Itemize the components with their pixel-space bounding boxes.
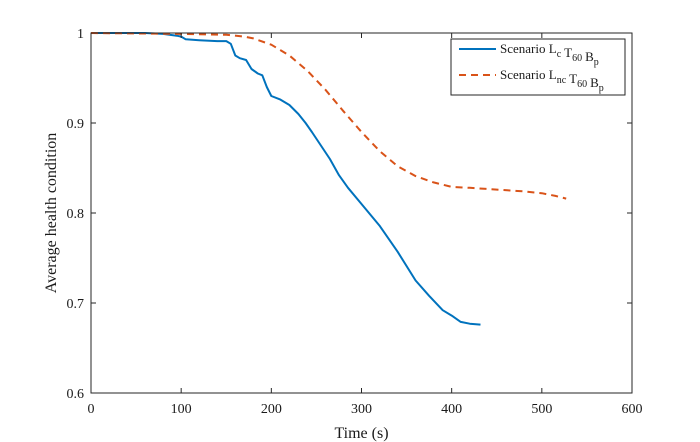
legend-label-2: Scenario Lnc T60 Bp <box>500 67 604 94</box>
series-line-2 <box>90 32 567 200</box>
x-tick-label: 500 <box>531 402 552 417</box>
legend-label-1: Scenario Lc T60 Bp <box>500 41 599 68</box>
y-tick-label: 0.7 <box>67 297 85 312</box>
series-layer <box>90 32 567 326</box>
ticks-layer: 0 100 200 300 400 500 600 0.6 0.7 0.8 0.9 1 <box>67 27 643 417</box>
y-tick-label: 0.8 <box>67 207 85 222</box>
x-axis-title: Time (s) <box>334 425 388 442</box>
x-tick-label: 600 <box>622 402 643 417</box>
y-tick-label: 1 <box>77 27 84 42</box>
y-tick-label: 0.6 <box>67 387 85 402</box>
x-tick-label: 200 <box>261 402 282 417</box>
y-tick-label: 0.9 <box>67 117 85 132</box>
x-tick-label: 300 <box>351 402 372 417</box>
x-tick-label: 0 <box>88 402 95 417</box>
y-axis-title: Average health condition <box>43 133 60 294</box>
x-tick-label: 400 <box>441 402 462 417</box>
series-line-1 <box>91 32 481 326</box>
x-tick-label: 100 <box>171 402 192 417</box>
